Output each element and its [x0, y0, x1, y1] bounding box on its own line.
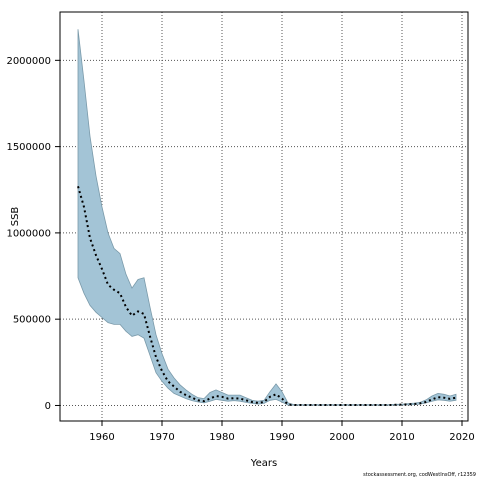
plot-frame	[59, 11, 469, 422]
y-tick-label: 1000000	[6, 228, 51, 239]
y-tick-label: 0	[45, 401, 51, 412]
x-tick-label: 1990	[269, 432, 294, 443]
y-axis: 0 500000 1000000 1500000 2000000	[6, 56, 60, 412]
x-tick-label: 1970	[149, 432, 174, 443]
x-tick-label: 1980	[209, 432, 234, 443]
x-axis-title: Years	[250, 458, 277, 469]
confidence-band	[77, 29, 457, 406]
y-tick-label: 2000000	[6, 56, 51, 67]
source-credit: stockassessment.org, codWestInsOff, r123…	[363, 472, 476, 478]
x-tick-label: 2010	[389, 432, 414, 443]
x-tick-label: 1960	[89, 432, 114, 443]
grid-lines	[60, 12, 468, 421]
x-axis: 1960 1970 1980 1990 2000 2010 2020	[89, 421, 475, 443]
x-tick-label: 2000	[329, 432, 354, 443]
y-axis-title: SSB	[10, 207, 21, 227]
y-tick-label: 1500000	[6, 142, 51, 153]
y-tick-label: 500000	[13, 315, 51, 326]
x-tick-label: 2020	[449, 432, 474, 443]
